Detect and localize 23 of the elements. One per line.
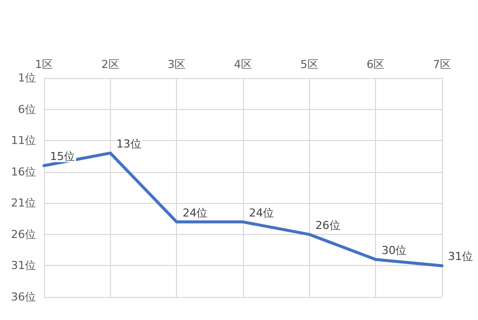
x-tick-label: 5区 <box>300 58 318 71</box>
y-tick-label: 26位 <box>11 228 36 241</box>
data-label: 31位 <box>448 250 473 264</box>
data-label: 15位 <box>50 150 75 164</box>
data-label: 26位 <box>315 218 340 232</box>
data-label: 24位 <box>249 206 274 220</box>
data-label: 13位 <box>116 138 142 151</box>
y-tick-label: 31位 <box>11 259 36 272</box>
y-tick-label: 6位 <box>18 102 36 116</box>
x-tick-label: 7区 <box>433 58 451 71</box>
x-tick-label: 6区 <box>366 58 385 71</box>
x-tick-label: 1区 <box>35 58 53 71</box>
y-tick-label: 21位 <box>11 196 36 210</box>
y-tick-label: 11位 <box>11 134 36 148</box>
line-series <box>42 152 444 268</box>
data-label: 24位 <box>182 206 208 220</box>
y-tick-label: 1位 <box>18 72 36 84</box>
x-tick-label: 4区 <box>234 58 252 71</box>
y-tick-label: 36位 <box>11 290 36 304</box>
x-tick-label: 2区 <box>101 58 120 71</box>
y-tick-label: 16位 <box>11 165 36 178</box>
x-tick-label: 3区 <box>168 58 186 71</box>
data-label: 30位 <box>382 244 407 257</box>
